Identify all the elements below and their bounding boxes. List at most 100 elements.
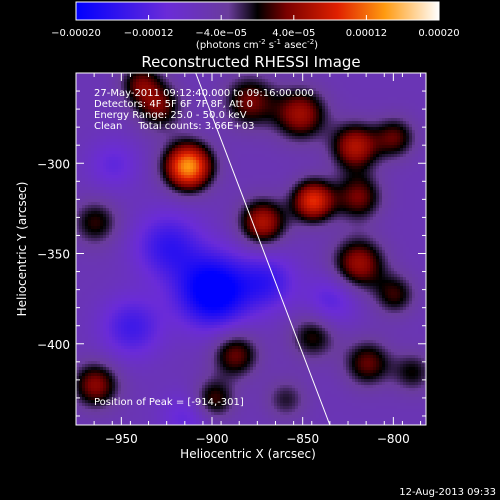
heatmap-cell — [190, 172, 194, 176]
heatmap-cell — [202, 130, 206, 134]
heatmap-cell — [163, 190, 167, 194]
heatmap-cell — [238, 103, 242, 107]
heatmap-cell — [256, 82, 260, 86]
heatmap-cell — [184, 88, 188, 92]
heatmap-cell — [208, 97, 212, 101]
heatmap-cell — [262, 73, 266, 77]
heatmap-cell — [376, 124, 380, 128]
colorbar-tick-label: −0.00020 — [51, 28, 101, 39]
heatmap-cell — [343, 190, 347, 194]
colorbar-tick-label: −0.00012 — [124, 28, 174, 39]
heatmap-cell — [76, 136, 80, 140]
heatmap-cell — [319, 133, 323, 137]
heatmap-cell — [346, 184, 350, 188]
heatmap-cell — [256, 187, 260, 191]
heatmap-cell — [373, 196, 377, 200]
heatmap-cell — [412, 100, 416, 104]
heatmap-cell — [322, 118, 326, 122]
heatmap-cell — [250, 172, 254, 176]
heatmap-cell — [355, 193, 359, 197]
heatmap-cell — [298, 79, 302, 83]
heatmap-cell — [391, 196, 395, 200]
heatmap-cell — [331, 178, 335, 182]
heatmap-cell — [196, 109, 200, 113]
heatmap-cell — [142, 79, 146, 83]
heatmap-cell — [313, 112, 317, 116]
heatmap-cell — [313, 175, 317, 179]
heatmap-cell — [112, 97, 116, 101]
heatmap-cell — [76, 100, 80, 104]
heatmap-cell — [91, 100, 95, 104]
heatmap-cell — [199, 88, 203, 92]
heatmap-cell — [136, 157, 140, 161]
heatmap-cell — [346, 109, 350, 113]
heatmap-cell — [280, 154, 284, 158]
heatmap-cell — [391, 112, 395, 116]
heatmap-cell — [214, 97, 218, 101]
heatmap-cell — [382, 127, 386, 131]
heatmap-cell — [181, 97, 185, 101]
heatmap-cell — [421, 133, 425, 137]
heatmap-cell — [301, 100, 305, 104]
heatmap-cell — [199, 91, 203, 95]
heatmap-cell — [370, 157, 374, 161]
heatmap-cell — [196, 94, 200, 98]
heatmap-cell — [136, 136, 140, 140]
heatmap-cell — [118, 109, 122, 113]
heatmap-cell — [91, 91, 95, 95]
heatmap-cell — [91, 106, 95, 110]
heatmap-cell — [379, 82, 383, 86]
heatmap-cell — [397, 136, 401, 140]
heatmap-cell — [385, 142, 389, 146]
heatmap-cell — [403, 157, 407, 161]
heatmap-cell — [232, 112, 236, 116]
heatmap-cell — [358, 139, 362, 143]
heatmap-cell — [286, 187, 290, 191]
heatmap-cell — [412, 112, 416, 116]
heatmap-cell — [82, 100, 86, 104]
heatmap-cell — [226, 157, 230, 161]
heatmap-cell — [247, 115, 251, 119]
heatmap-cell — [373, 112, 377, 116]
heatmap-cell — [238, 124, 242, 128]
heatmap-cell — [289, 85, 293, 89]
heatmap-cell — [103, 136, 107, 140]
heatmap-cell — [391, 103, 395, 107]
heatmap-cell — [226, 187, 230, 191]
heatmap-cell — [85, 154, 89, 158]
heatmap-cell — [253, 91, 257, 95]
heatmap-cell — [271, 136, 275, 140]
heatmap-cell — [103, 79, 107, 83]
heatmap-cell — [115, 100, 119, 104]
heatmap-cell — [256, 193, 260, 197]
heatmap-cell — [142, 172, 146, 176]
heatmap-cell — [211, 124, 215, 128]
heatmap-cell — [97, 115, 101, 119]
heatmap-cell — [76, 103, 80, 107]
heatmap-cell — [349, 190, 353, 194]
heatmap-cell — [295, 154, 299, 158]
heatmap-cell — [319, 100, 323, 104]
heatmap-cell — [178, 94, 182, 98]
heatmap-cell — [400, 196, 404, 200]
heatmap-cell — [148, 121, 152, 125]
heatmap-cell — [322, 145, 326, 149]
heatmap-cell — [226, 151, 230, 155]
heatmap-cell — [355, 109, 359, 113]
heatmap-cell — [196, 163, 200, 167]
heatmap-cell — [283, 127, 287, 131]
heatmap-cell — [136, 199, 140, 203]
heatmap-cell — [310, 115, 314, 119]
heatmap-cell — [259, 184, 263, 188]
heatmap-cell — [109, 151, 113, 155]
heatmap-cell — [286, 76, 290, 80]
heatmap-cell — [202, 112, 206, 116]
heatmap-cell — [367, 85, 371, 89]
heatmap-cell — [94, 196, 98, 200]
heatmap-cell — [295, 124, 299, 128]
heatmap-cell — [376, 106, 380, 110]
heatmap-cell — [274, 184, 278, 188]
heatmap-cell — [91, 127, 95, 131]
heatmap-cell — [295, 79, 299, 83]
heatmap-cell — [406, 133, 410, 137]
